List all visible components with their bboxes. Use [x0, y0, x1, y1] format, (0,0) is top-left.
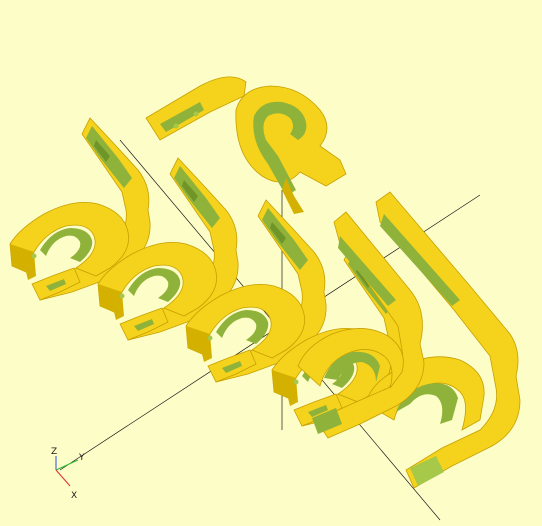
- axes-indicator: Z Y X: [51, 447, 85, 501]
- y-axis-indicator: [55, 459, 79, 471]
- y-axis-label: Y: [78, 453, 85, 463]
- part-clamp-5[interactable]: [145, 76, 347, 214]
- x-axis-label: X: [71, 491, 77, 501]
- part-clamp-7[interactable]: [297, 211, 425, 439]
- x-axis-indicator: [55, 469, 71, 487]
- z-axis-label: Z: [51, 447, 57, 457]
